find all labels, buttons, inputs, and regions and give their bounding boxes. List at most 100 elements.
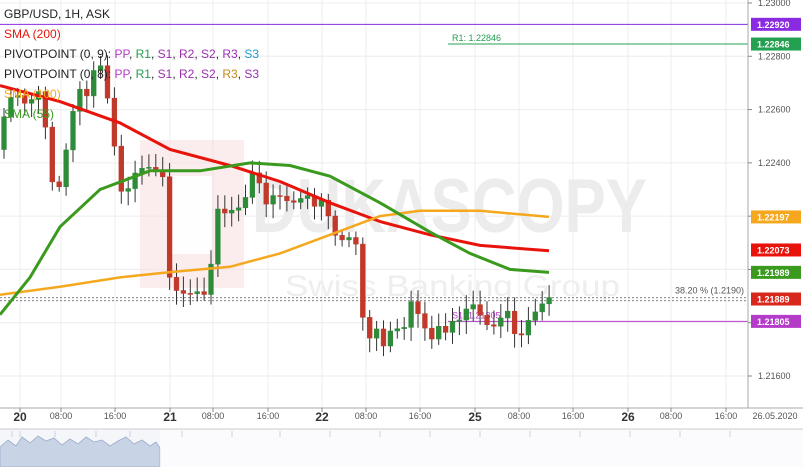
legend-item-part: SMA (55)	[4, 107, 54, 121]
time-axis[interactable]: 20 08:00 16:00 21 08:00 16:00 22 08:00 16:00 25 08…	[0, 407, 803, 424]
candle-body	[429, 327, 435, 340]
legend-item-part: ,	[194, 67, 201, 81]
time-tick-label: 16:00	[257, 411, 280, 421]
moving-averages	[0, 84, 550, 316]
candle-body	[518, 333, 525, 336]
candle-body	[436, 326, 442, 340]
candle-body	[442, 326, 449, 333]
candle-body	[401, 327, 407, 329]
legend-item-part: ,	[216, 47, 223, 61]
candle-body	[491, 324, 497, 327]
price-badge	[751, 243, 801, 257]
candle-body	[118, 145, 124, 192]
candle-body	[339, 235, 345, 241]
sma-55-line	[0, 161, 550, 316]
candle-body	[394, 328, 400, 332]
candle-body	[270, 195, 276, 205]
price-axis[interactable]: 1.230001.228001.226001.224001.222001.220…	[747, 0, 803, 408]
candle-body	[8, 97, 14, 118]
time-tick-label: 08:00	[202, 411, 225, 421]
pivot-line-label: R1: 1.22846	[452, 33, 501, 43]
price-badge-label: 1.22197	[757, 212, 790, 222]
price-badge-label: 1.21889	[757, 295, 790, 305]
price-tick-label: 1.21600	[758, 371, 791, 381]
candle-body	[229, 209, 235, 214]
candle-body	[63, 149, 69, 188]
time-tick-label: 21	[163, 410, 177, 424]
price-badge-label: 1.21805	[757, 317, 790, 327]
candle-body	[463, 308, 469, 321]
candle-body	[360, 243, 366, 318]
candle-body	[84, 88, 90, 97]
candle-body	[91, 70, 97, 97]
candle-body	[332, 215, 338, 236]
time-tick-label: 08:00	[355, 411, 378, 421]
watermark-text: DUKASCOPY	[252, 164, 647, 249]
time-tick-label: 16:00	[715, 411, 738, 421]
chart-title: GBP/USD, 1H, ASK	[4, 7, 110, 21]
price-badge	[751, 210, 801, 224]
candle-body	[546, 297, 552, 305]
candle-body	[56, 181, 62, 188]
candle-body	[484, 315, 490, 325]
candle-body	[298, 198, 304, 203]
navigator-window	[160, 430, 803, 467]
legend-item-part: ,	[172, 47, 179, 61]
candle-body	[97, 65, 104, 71]
candle-body	[249, 172, 256, 198]
legend-item-part: PP	[114, 67, 130, 81]
legend-item-part: R2	[179, 67, 195, 81]
candle-body	[256, 172, 262, 184]
candle-body	[22, 95, 28, 104]
price-tick-label: 1.22400	[758, 158, 791, 168]
price-badge-label: 1.22073	[757, 245, 790, 255]
candle-body	[325, 199, 331, 217]
legend-item-part: R2	[179, 47, 195, 61]
candle-body	[408, 301, 414, 328]
candle-body	[449, 321, 456, 333]
candle-body	[222, 208, 228, 214]
time-tick-label: 22	[315, 410, 329, 424]
legend-item-part: R1	[136, 47, 152, 61]
legend-item-part: R3	[222, 67, 238, 81]
navigator-strip[interactable]	[0, 428, 803, 467]
price-badge	[751, 265, 801, 279]
legend-item-part: S2	[201, 47, 216, 61]
candle-body	[15, 95, 21, 98]
legend-item-part: SMA (100)	[4, 87, 61, 101]
candle-body	[456, 319, 463, 322]
grid-lines	[0, 0, 748, 408]
price-tick-label: 1.22800	[758, 51, 791, 61]
fib-label: 38.20 % (1.2190)	[675, 286, 744, 296]
candle-body	[215, 208, 221, 265]
price-tick-label: 1.22600	[758, 105, 791, 115]
time-tick-label: 08:00	[508, 411, 531, 421]
legend-item-part: ,	[216, 67, 223, 81]
candle-body	[1, 116, 7, 150]
candle-body	[284, 195, 290, 201]
legend-item-part: S3	[244, 67, 259, 81]
price-badge-label: 1.21989	[757, 268, 790, 278]
legend-item: SMA (55)	[4, 107, 54, 121]
price-badge	[751, 37, 801, 51]
legend-item-part: ,	[238, 67, 245, 81]
candle-body	[125, 188, 131, 192]
candle-body	[367, 317, 373, 339]
candle-body	[166, 176, 173, 278]
legend-item-part: R3	[222, 47, 238, 61]
time-tick-label: 16:00	[104, 411, 127, 421]
candle-body	[194, 291, 200, 294]
sma-100-line	[0, 209, 550, 296]
candle-body	[470, 304, 476, 310]
candle-body	[146, 167, 152, 169]
candle-body	[291, 200, 297, 203]
candle-body	[373, 328, 380, 339]
candle-body	[132, 172, 138, 189]
candle-body	[532, 311, 538, 321]
time-tick-label: 26	[621, 410, 635, 424]
legend-item: PIVOTPOINT (0, 9): PP, R1, S1, R2, S2, R…	[4, 47, 259, 61]
candle-body	[104, 65, 111, 99]
candle-body	[201, 291, 207, 295]
legend-item: PIVOTPOINT (0, 8): PP, R1, S1, R2, S2, R…	[4, 67, 259, 81]
